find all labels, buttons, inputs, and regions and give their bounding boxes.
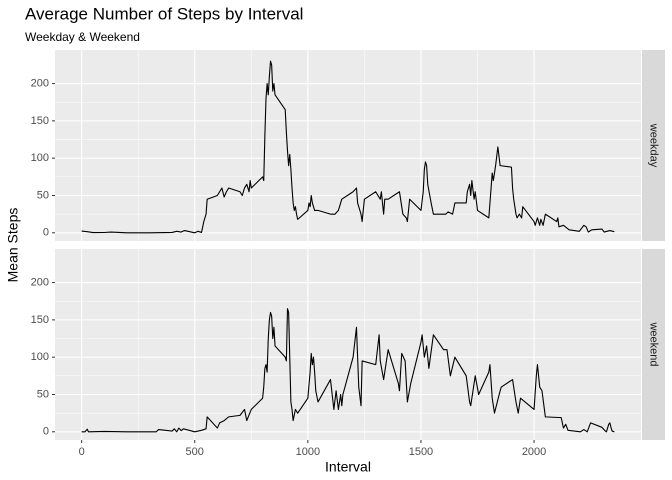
y-axis-label: Mean Steps <box>5 208 21 283</box>
strip <box>642 50 665 241</box>
x-tick-label: 1000 <box>296 446 320 458</box>
chart-subtitle: Weekday & Weekend <box>25 30 140 44</box>
chart-title: Average Number of Steps by Interval <box>25 4 303 23</box>
y-tick-label: 0 <box>43 426 49 438</box>
y-tick-label: 0 <box>43 227 49 239</box>
line <box>81 60 615 234</box>
x-tick-label: 0 <box>79 446 85 458</box>
y-tick-label: 200 <box>31 276 49 288</box>
y-tick-label: 150 <box>31 314 49 326</box>
x-tick-label: 500 <box>186 446 204 458</box>
panel-background <box>55 50 641 241</box>
x-tick-label: 2000 <box>522 446 546 458</box>
line <box>81 308 615 433</box>
strip-label: weekday <box>648 123 660 168</box>
x-tick-label: 1500 <box>409 446 433 458</box>
strip <box>642 249 665 440</box>
y-tick-label: 50 <box>37 189 49 201</box>
y-tick-label: 200 <box>31 77 49 89</box>
x-axis-label: Interval <box>325 459 371 475</box>
y-tick-label: 100 <box>31 152 49 164</box>
panel-background <box>55 249 641 440</box>
y-tick-label: 100 <box>31 351 49 363</box>
y-tick-label: 50 <box>37 388 49 400</box>
strip-label: weekend <box>648 321 660 366</box>
y-tick-label: 150 <box>31 115 49 127</box>
